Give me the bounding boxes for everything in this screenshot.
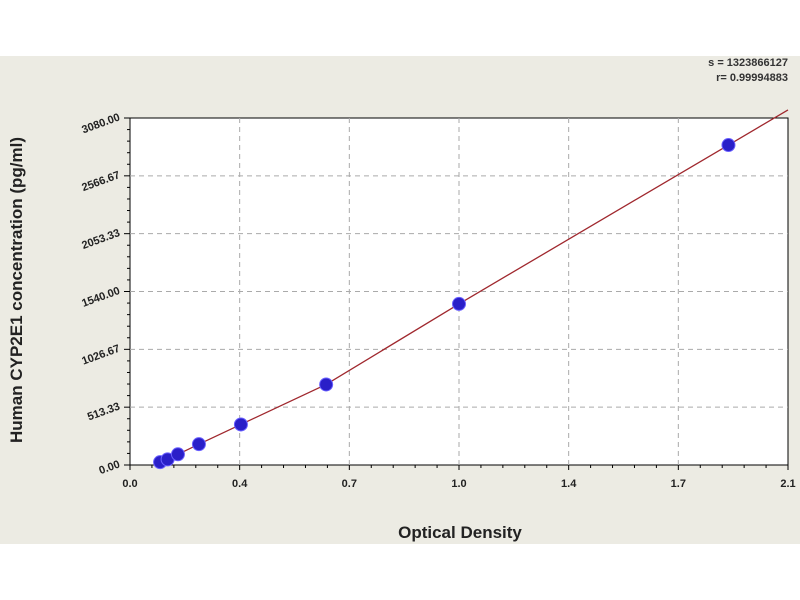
y-tick-label: 2566.67 <box>80 169 121 194</box>
data-point <box>191 437 206 452</box>
y-tick-label: 0.00 <box>97 458 121 477</box>
y-tick-label: 1540.00 <box>80 285 121 310</box>
data-point <box>721 138 736 153</box>
x-tick-label: 0.7 <box>342 478 357 490</box>
x-tick-label: 1.0 <box>451 478 466 490</box>
data-point <box>170 447 185 462</box>
y-axis-label: Human CYP2E1 concentration (pg/ml) <box>7 137 26 443</box>
x-tick-label: 2.1 <box>780 478 795 490</box>
data-point <box>452 296 466 311</box>
data-point <box>233 417 248 432</box>
y-tick-label: 1026.67 <box>80 343 121 368</box>
y-tick-label: 3080.00 <box>80 111 121 136</box>
x-tick-label: 1.4 <box>561 478 577 490</box>
r-value: r= 0.99994883 <box>716 72 788 84</box>
data-point <box>319 377 334 392</box>
y-tick-label: 2053.33 <box>80 227 121 252</box>
x-tick-label: 0.4 <box>232 478 248 490</box>
x-tick-label: 0.0 <box>122 478 137 490</box>
x-tick-label: 1.7 <box>671 478 686 490</box>
y-tick-label: 513.33 <box>86 401 122 424</box>
x-axis-label: Optical Density <box>398 523 522 542</box>
fit-statistics: s = 1323866127 r= 0.99994883 <box>708 56 788 86</box>
s-value: s = 1323866127 <box>708 57 788 69</box>
